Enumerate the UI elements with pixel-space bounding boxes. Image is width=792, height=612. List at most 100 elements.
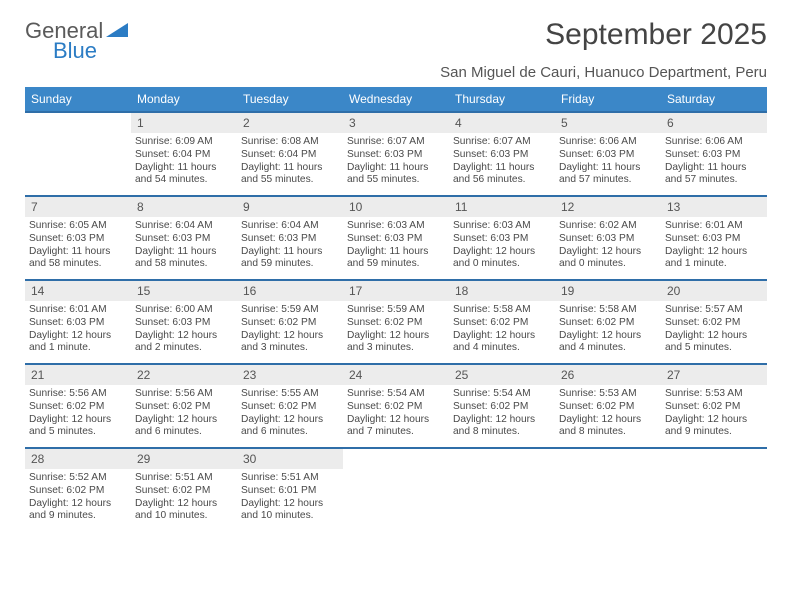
sunset-line: Sunset: 6:02 PM — [241, 401, 339, 414]
day-header-row: SundayMondayTuesdayWednesdayThursdayFrid… — [25, 87, 767, 111]
sunrise-line: Sunrise: 5:57 AM — [665, 304, 763, 317]
day-content: Sunrise: 5:56 AMSunset: 6:02 PMDaylight:… — [131, 385, 237, 445]
daylight-line: Daylight: 12 hours and 1 minute. — [665, 246, 763, 272]
day-content: Sunrise: 6:09 AMSunset: 6:04 PMDaylight:… — [131, 133, 237, 193]
daylight-line: Daylight: 12 hours and 0 minutes. — [453, 246, 551, 272]
sunrise-line: Sunrise: 5:51 AM — [241, 472, 339, 485]
day-number: 13 — [661, 195, 767, 217]
day-number: 22 — [131, 363, 237, 385]
day-number: 7 — [25, 195, 131, 217]
day-content: Sunrise: 6:02 AMSunset: 6:03 PMDaylight:… — [555, 217, 661, 277]
daylight-line: Daylight: 11 hours and 54 minutes. — [135, 162, 233, 188]
sunset-line: Sunset: 6:03 PM — [347, 233, 445, 246]
sunset-line: Sunset: 6:02 PM — [241, 317, 339, 330]
day-content — [25, 133, 131, 142]
day-number: 10 — [343, 195, 449, 217]
daylight-line: Daylight: 12 hours and 1 minute. — [29, 330, 127, 356]
day-number: 26 — [555, 363, 661, 385]
sunrise-line: Sunrise: 5:58 AM — [453, 304, 551, 317]
sunrise-line: Sunrise: 5:51 AM — [135, 472, 233, 485]
sunset-line: Sunset: 6:03 PM — [29, 233, 127, 246]
daylight-line: Daylight: 11 hours and 59 minutes. — [241, 246, 339, 272]
day-content — [555, 469, 661, 478]
day-content: Sunrise: 5:51 AMSunset: 6:01 PMDaylight:… — [237, 469, 343, 529]
day-content: Sunrise: 5:57 AMSunset: 6:02 PMDaylight:… — [661, 301, 767, 361]
day-content: Sunrise: 5:51 AMSunset: 6:02 PMDaylight:… — [131, 469, 237, 529]
day-number — [25, 111, 131, 133]
daylight-line: Daylight: 11 hours and 55 minutes. — [347, 162, 445, 188]
day-content — [449, 469, 555, 478]
sunrise-line: Sunrise: 6:04 AM — [241, 220, 339, 233]
sunset-line: Sunset: 6:02 PM — [559, 401, 657, 414]
sunset-line: Sunset: 6:02 PM — [665, 317, 763, 330]
sunrise-line: Sunrise: 6:04 AM — [135, 220, 233, 233]
sunrise-line: Sunrise: 5:54 AM — [453, 388, 551, 401]
sunset-line: Sunset: 6:02 PM — [347, 401, 445, 414]
daylight-line: Daylight: 12 hours and 4 minutes. — [559, 330, 657, 356]
sunset-line: Sunset: 6:03 PM — [453, 233, 551, 246]
daylight-line: Daylight: 11 hours and 57 minutes. — [665, 162, 763, 188]
daylight-line: Daylight: 11 hours and 55 minutes. — [241, 162, 339, 188]
daynum-row: 78910111213 — [25, 195, 767, 217]
sunset-line: Sunset: 6:03 PM — [559, 149, 657, 162]
sunset-line: Sunset: 6:03 PM — [135, 233, 233, 246]
day-number: 15 — [131, 279, 237, 301]
day-content: Sunrise: 6:04 AMSunset: 6:03 PMDaylight:… — [131, 217, 237, 277]
day-content: Sunrise: 6:04 AMSunset: 6:03 PMDaylight:… — [237, 217, 343, 277]
day-content: Sunrise: 5:54 AMSunset: 6:02 PMDaylight:… — [449, 385, 555, 445]
brand-triangle-icon — [106, 23, 128, 39]
sunrise-line: Sunrise: 6:06 AM — [559, 136, 657, 149]
sunrise-line: Sunrise: 6:06 AM — [665, 136, 763, 149]
sunset-line: Sunset: 6:03 PM — [241, 233, 339, 246]
day-content: Sunrise: 6:00 AMSunset: 6:03 PMDaylight:… — [131, 301, 237, 361]
day-number: 30 — [237, 447, 343, 469]
daylight-line: Daylight: 12 hours and 3 minutes. — [347, 330, 445, 356]
sunset-line: Sunset: 6:02 PM — [559, 317, 657, 330]
daylight-line: Daylight: 12 hours and 4 minutes. — [453, 330, 551, 356]
daylight-line: Daylight: 12 hours and 5 minutes. — [665, 330, 763, 356]
day-content: Sunrise: 6:01 AMSunset: 6:03 PMDaylight:… — [661, 217, 767, 277]
sunrise-line: Sunrise: 5:59 AM — [347, 304, 445, 317]
sunset-line: Sunset: 6:02 PM — [665, 401, 763, 414]
daylight-line: Daylight: 12 hours and 9 minutes. — [29, 498, 127, 524]
sunrise-line: Sunrise: 5:53 AM — [665, 388, 763, 401]
day-content: Sunrise: 5:58 AMSunset: 6:02 PMDaylight:… — [449, 301, 555, 361]
day-number: 3 — [343, 111, 449, 133]
day-number: 2 — [237, 111, 343, 133]
sunrise-line: Sunrise: 6:01 AM — [29, 304, 127, 317]
day-content: Sunrise: 6:06 AMSunset: 6:03 PMDaylight:… — [661, 133, 767, 193]
sunrise-line: Sunrise: 5:56 AM — [135, 388, 233, 401]
daylight-line: Daylight: 11 hours and 58 minutes. — [29, 246, 127, 272]
day-number: 5 — [555, 111, 661, 133]
day-number: 4 — [449, 111, 555, 133]
daynum-row: 14151617181920 — [25, 279, 767, 301]
sunrise-line: Sunrise: 6:03 AM — [347, 220, 445, 233]
sunset-line: Sunset: 6:03 PM — [559, 233, 657, 246]
day-number: 29 — [131, 447, 237, 469]
day-content: Sunrise: 6:07 AMSunset: 6:03 PMDaylight:… — [449, 133, 555, 193]
content-row: Sunrise: 6:01 AMSunset: 6:03 PMDaylight:… — [25, 301, 767, 363]
day-content — [343, 469, 449, 478]
sunset-line: Sunset: 6:02 PM — [29, 485, 127, 498]
daylight-line: Daylight: 12 hours and 7 minutes. — [347, 414, 445, 440]
day-header: Tuesday — [237, 87, 343, 111]
daylight-line: Daylight: 12 hours and 9 minutes. — [665, 414, 763, 440]
sunrise-line: Sunrise: 5:56 AM — [29, 388, 127, 401]
day-number: 17 — [343, 279, 449, 301]
sunrise-line: Sunrise: 6:07 AM — [347, 136, 445, 149]
calendar-table: SundayMondayTuesdayWednesdayThursdayFrid… — [25, 87, 767, 531]
day-header: Thursday — [449, 87, 555, 111]
day-content: Sunrise: 5:59 AMSunset: 6:02 PMDaylight:… — [343, 301, 449, 361]
day-content: Sunrise: 5:53 AMSunset: 6:02 PMDaylight:… — [661, 385, 767, 445]
daylight-line: Daylight: 12 hours and 3 minutes. — [241, 330, 339, 356]
day-header: Saturday — [661, 87, 767, 111]
sunset-line: Sunset: 6:03 PM — [665, 233, 763, 246]
day-content: Sunrise: 5:59 AMSunset: 6:02 PMDaylight:… — [237, 301, 343, 361]
day-content: Sunrise: 6:01 AMSunset: 6:03 PMDaylight:… — [25, 301, 131, 361]
daylight-line: Daylight: 11 hours and 57 minutes. — [559, 162, 657, 188]
sunset-line: Sunset: 6:03 PM — [665, 149, 763, 162]
brand-text-2: Blue — [53, 38, 97, 64]
day-number: 11 — [449, 195, 555, 217]
daylight-line: Daylight: 11 hours and 56 minutes. — [453, 162, 551, 188]
day-number: 21 — [25, 363, 131, 385]
